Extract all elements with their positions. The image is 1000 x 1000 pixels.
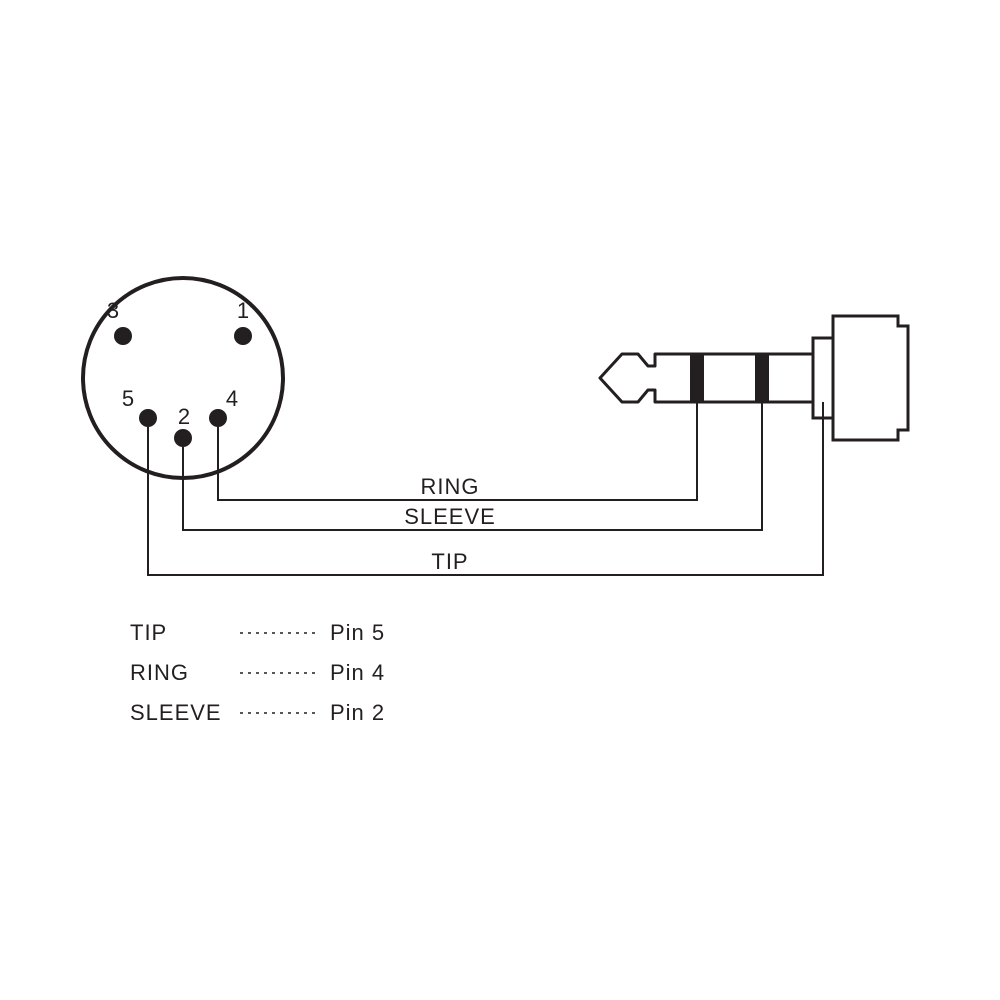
- legend-left-2: SLEEVE: [130, 700, 222, 725]
- din-pin-label-3: 3: [107, 298, 119, 323]
- wire-label-sleeve: SLEEVE: [404, 504, 496, 529]
- legend-right-1: Pin 4: [330, 660, 385, 685]
- din-pin-label-4: 4: [226, 386, 238, 411]
- din-pin-1: [234, 327, 252, 345]
- din-pin-3: [114, 327, 132, 345]
- wiring-diagram: 1 3 4 5 2 RING SLEEVE TIP TIP Pin 5 RING Pin 4 SLEEV…: [0, 0, 1000, 1000]
- din-pin-label-2: 2: [178, 404, 190, 429]
- din-pin-label-5: 5: [122, 386, 134, 411]
- jack-sleeve-band: [755, 354, 769, 402]
- legend-right-2: Pin 2: [330, 700, 385, 725]
- legend-right-0: Pin 5: [330, 620, 385, 645]
- legend-left-1: RING: [130, 660, 189, 685]
- din-pin-4: [209, 409, 227, 427]
- din-pin-5: [139, 409, 157, 427]
- wire-label-tip: TIP: [431, 549, 468, 574]
- din-pin-2: [174, 429, 192, 447]
- wire-label-ring: RING: [421, 474, 480, 499]
- din-pin-label-1: 1: [237, 298, 249, 323]
- legend-left-0: TIP: [130, 620, 167, 645]
- jack-body: [833, 316, 908, 440]
- wire-tip: [148, 402, 823, 575]
- jack-shaft: [600, 354, 813, 402]
- jack-ring-band: [690, 354, 704, 402]
